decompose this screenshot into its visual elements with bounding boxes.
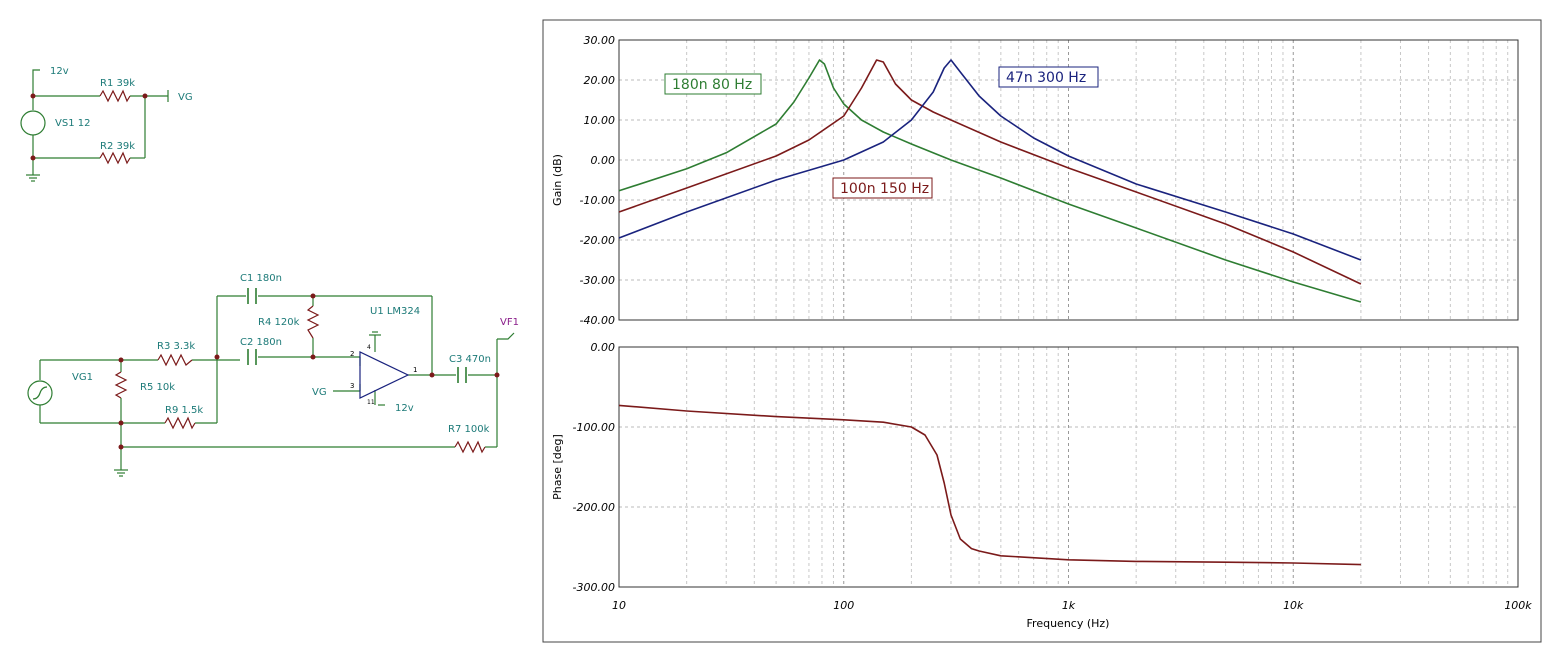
- x-tick-label: 100k: [1504, 599, 1532, 612]
- label-r2: R2 39k: [100, 141, 135, 152]
- phase-series-line-0: [618, 404, 1361, 566]
- gain-series-line-0: [618, 59, 1362, 303]
- junction-nodes: [30, 93, 500, 450]
- resistor-r7: [454, 440, 486, 454]
- phase-plot-area: [618, 346, 1519, 588]
- phase-grid: [618, 346, 1518, 588]
- resistor-r1: [99, 89, 131, 103]
- plot-frame: [542, 19, 1542, 643]
- y-tick-label: -40.00: [580, 314, 615, 327]
- y-tick-label: 0.00: [591, 154, 616, 167]
- frequency-x-axis-label: Frequency (Hz): [1027, 617, 1110, 630]
- label-vs1: VS1 12: [55, 118, 90, 129]
- label-12v-op: 12v: [395, 403, 414, 414]
- resistor-r4: [306, 305, 320, 339]
- gain-y-ticks: 30.00 20.00 10.00 0.00 -10.00 -20.00 -30.00 -40…: [580, 34, 615, 327]
- annotation-180n: 180n 80 Hz: [664, 73, 762, 95]
- schematic-labels: 12v R1 39k VG VS1 12 R2 39k C1 180n R4 1…: [50, 66, 519, 435]
- y-tick-label: -300.00: [573, 581, 615, 594]
- phase-y-axis-label: Phase [deg]: [551, 434, 564, 500]
- y-tick-label: 0.00: [591, 341, 616, 354]
- resistor-r5: [114, 371, 128, 399]
- x-tick-label: 10: [612, 599, 626, 612]
- capacitors: [247, 288, 467, 383]
- frequency-x-ticks: 10 100 1k 10k 100k: [612, 599, 1532, 612]
- label-vg1: VG1: [72, 372, 93, 383]
- dc-source-vs1: [20, 110, 46, 136]
- annotation-47n: 47n 300 Hz: [998, 66, 1099, 88]
- annotation-100n: 100n 150 Hz: [832, 177, 933, 199]
- label-c1: C1 180n: [240, 273, 282, 284]
- label-pin11: 11: [367, 399, 375, 406]
- label-vf1: VF1: [500, 317, 519, 328]
- annotation-47n-text: 47n 300 Hz: [1006, 70, 1086, 86]
- gain-grid: [618, 39, 1518, 321]
- annotation-100n-text: 100n 150 Hz: [840, 181, 929, 197]
- label-r5: R5 10k: [140, 382, 175, 393]
- label-u1: U1 LM324: [370, 306, 420, 317]
- label-r4: R4 120k: [258, 317, 300, 328]
- y-tick-label: -20.00: [580, 234, 615, 247]
- annotation-180n-text: 180n 80 Hz: [672, 77, 752, 93]
- x-tick-label: 1k: [1062, 599, 1076, 612]
- voltage-sources: [20, 110, 53, 406]
- label-c3: C3 470n: [449, 354, 491, 365]
- gain-series-line-1: [618, 59, 1362, 285]
- label-r9: R9 1.5k: [165, 405, 203, 416]
- label-r1: R1 39k: [100, 78, 135, 89]
- phase-series: [618, 404, 1361, 566]
- label-r3: R3 3.3k: [157, 341, 195, 352]
- label-pin4: 4: [367, 344, 371, 351]
- y-tick-label: -100.00: [573, 421, 615, 434]
- x-tick-label: 10k: [1283, 599, 1304, 612]
- label-12v-top: 12v: [50, 66, 69, 77]
- y-tick-label: -200.00: [573, 501, 615, 514]
- resistors: [99, 89, 486, 454]
- signal-source-vg1: [27, 380, 53, 406]
- label-pin1: 1: [413, 366, 417, 374]
- resistor-r3: [157, 353, 193, 367]
- circuit-schematic: 12v R1 39k VG VS1 12 R2 39k C1 180n R4 1…: [20, 66, 519, 477]
- y-tick-label: -30.00: [580, 274, 615, 287]
- resistor-r2: [99, 151, 131, 165]
- label-c2: C2 180n: [240, 337, 282, 348]
- gain-y-axis-label: Gain (dB): [551, 154, 564, 206]
- label-r7: R7 100k: [448, 424, 490, 435]
- label-pin3: 3: [350, 382, 354, 390]
- gain-series-line-2: [618, 59, 1362, 261]
- gain-plot-area: [618, 39, 1519, 321]
- label-vg-in: VG: [312, 387, 327, 398]
- opamp-u1: [359, 351, 410, 399]
- label-pin2: 2: [350, 350, 354, 358]
- y-tick-label: -10.00: [580, 194, 615, 207]
- resistor-r9: [164, 416, 196, 430]
- y-tick-label: 20.00: [584, 74, 616, 87]
- phase-y-ticks: 0.00 -100.00 -200.00 -300.00: [573, 341, 615, 594]
- label-vg-out: VG: [178, 92, 193, 103]
- ground-symbols: [26, 174, 385, 477]
- gain-series: [618, 59, 1362, 303]
- y-tick-label: 10.00: [584, 114, 616, 127]
- x-tick-label: 100: [833, 599, 854, 612]
- y-tick-label: 30.00: [584, 34, 616, 47]
